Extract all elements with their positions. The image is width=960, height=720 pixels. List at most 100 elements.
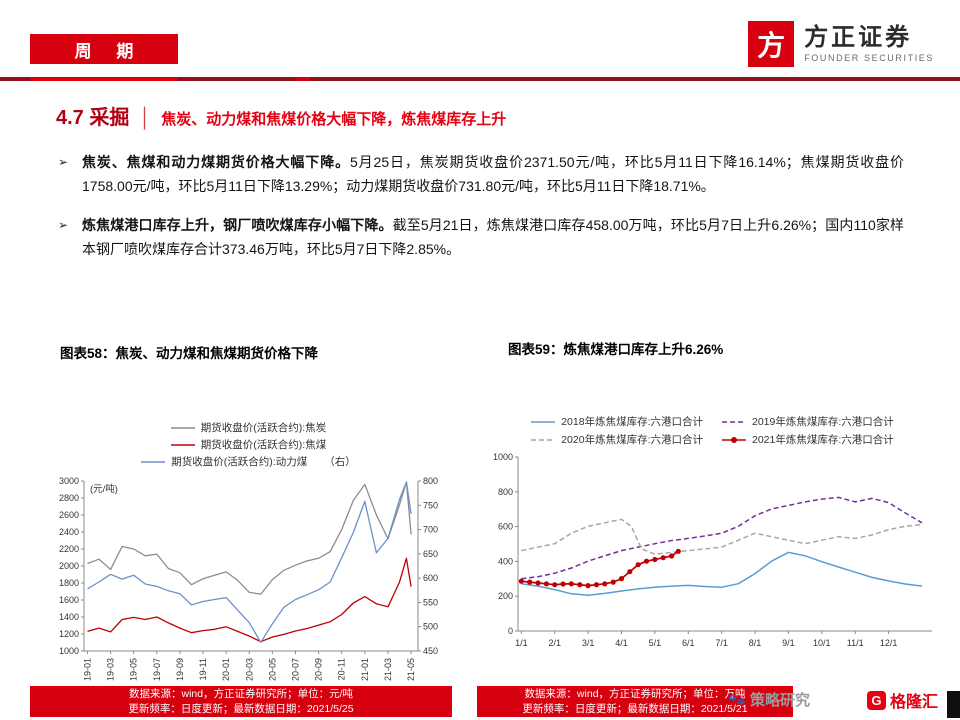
strategy-watermark: 🐾 策略研究 bbox=[726, 689, 810, 710]
legend-right-axis-note: （右） bbox=[324, 456, 356, 468]
svg-text:2/1: 2/1 bbox=[548, 638, 561, 648]
bullet-lead: 炼焦煤港口库存上升，钢厂喷吹煤库存小幅下降。 bbox=[82, 217, 393, 234]
data-source-footer-left: 数据来源：wind，方正证券研究所；单位：元/吨 更新频率：日度更新；最新数据日… bbox=[30, 686, 452, 717]
legend-item: 2020年炼焦煤库存:六港口合计 bbox=[530, 432, 703, 447]
legend-line-icon bbox=[531, 438, 556, 441]
gelonghui-logo-text: 格隆汇 bbox=[889, 694, 938, 711]
page-number-box bbox=[947, 691, 960, 718]
footer-update-line: 更新频率：日度更新；最新数据日期：2021/5/21 bbox=[522, 702, 748, 715]
svg-text:0: 0 bbox=[508, 626, 513, 636]
bullet-text: 5月25日，焦炭期货收盘价2371.50元/吨，环比5月11日下降16.14%；… bbox=[82, 154, 905, 195]
legend-item: 2021年炼焦煤库存:六港口合计 bbox=[721, 432, 894, 447]
svg-text:550: 550 bbox=[423, 597, 438, 607]
gelonghui-logo-icon: G bbox=[866, 690, 886, 710]
svg-text:12/1: 12/1 bbox=[880, 638, 898, 648]
svg-text:400: 400 bbox=[498, 556, 513, 566]
svg-text:19-01: 19-01 bbox=[82, 658, 92, 681]
chart-59-block: 图表59：炼焦煤港口库存上升6.26% 2018年炼焦煤库存:六港口合计 2019… bbox=[478, 338, 946, 657]
svg-text:2800: 2800 bbox=[59, 493, 79, 503]
svg-text:21-05: 21-05 bbox=[406, 658, 416, 681]
legend-item: 期货收盘价(活跃合约):焦煤 bbox=[170, 437, 326, 452]
chart-58-block: 图表58：焦炭、动力煤和焦煤期货价格下降 期货收盘价(活跃合约):焦炭 期货收盘价… bbox=[36, 342, 460, 707]
legend-label: 期货收盘价(活跃合约):动力煤 bbox=[171, 456, 308, 468]
svg-text:2600: 2600 bbox=[59, 510, 79, 520]
svg-text:450: 450 bbox=[423, 646, 438, 656]
legend-item: 2018年炼焦煤库存:六港口合计 bbox=[530, 414, 703, 429]
chart-58-caption: 图表58：焦炭、动力煤和焦煤期货价格下降 bbox=[60, 346, 319, 361]
section-band: 周 期 bbox=[30, 34, 178, 64]
header-divider bbox=[0, 77, 960, 81]
chart-59-caption: 图表59：炼焦煤港口库存上升6.26% bbox=[508, 342, 724, 357]
footer-source-line: 数据来源：wind，方正证券研究所；单位：万吨 bbox=[524, 687, 746, 700]
svg-text:20-09: 20-09 bbox=[314, 658, 324, 681]
svg-text:20-07: 20-07 bbox=[290, 658, 300, 681]
svg-text:21-01: 21-01 bbox=[360, 658, 370, 681]
chart-58-legend: 期货收盘价(活跃合约):焦炭 期货收盘价(活跃合约):焦煤期货收盘价(活跃合约):… bbox=[36, 420, 460, 469]
bullet-item: ➢ 焦炭、焦煤和动力煤期货价格大幅下降。5月25日，焦炭期货收盘价2371.50… bbox=[58, 150, 904, 198]
svg-text:20-05: 20-05 bbox=[267, 658, 277, 681]
logo-name-en: FOUNDER SECURITIES bbox=[804, 52, 934, 63]
svg-text:21-03: 21-03 bbox=[383, 658, 393, 681]
svg-text:1000: 1000 bbox=[59, 646, 79, 656]
legend-line-icon bbox=[170, 426, 195, 429]
section-number: 4.7 采掘 bbox=[56, 107, 130, 129]
chart-58-plot: 1000 1200 1400 1600 1800 2000 2200 2400 2600 2800… bbox=[59, 476, 438, 681]
svg-text:20-03: 20-03 bbox=[244, 658, 254, 681]
svg-text:1200: 1200 bbox=[59, 629, 79, 639]
svg-text:4/1: 4/1 bbox=[615, 638, 628, 648]
svg-text:800: 800 bbox=[423, 476, 438, 486]
data-source-footer-right: 数据来源：wind，方正证券研究所；单位：万吨 更新频率：日度更新；最新数据日期… bbox=[477, 686, 793, 717]
watermark-label: 策略研究 bbox=[749, 692, 810, 709]
legend-label: 2021年炼焦煤库存:六港口合计 bbox=[752, 434, 894, 446]
legend-item: 期货收盘价(活跃合约):动力煤 （右） bbox=[140, 454, 356, 469]
logo-text: 方正证券 FOUNDER SECURITIES bbox=[804, 23, 934, 64]
svg-text:(元/吨): (元/吨) bbox=[90, 483, 118, 495]
svg-text:10/1: 10/1 bbox=[813, 638, 831, 648]
legend-label: 期货收盘价(活跃合约):焦炭 bbox=[200, 422, 327, 434]
svg-text:19-05: 19-05 bbox=[129, 658, 139, 681]
title-separator: │ bbox=[139, 108, 152, 129]
svg-text:2400: 2400 bbox=[59, 527, 79, 537]
chart-59-legend: 2018年炼焦煤库存:六港口合计 2019年炼焦煤库存:六港口合计 2020年炼焦煤… bbox=[478, 414, 946, 447]
svg-text:1/1: 1/1 bbox=[515, 638, 528, 648]
bullet-lead: 焦炭、焦煤和动力煤期货价格大幅下降。 bbox=[82, 154, 350, 170]
arrow-bullet-icon: ➢ bbox=[58, 155, 69, 169]
summary-bullets: ➢ 焦炭、焦煤和动力煤期货价格大幅下降。5月25日，焦炭期货收盘价2371.50… bbox=[58, 150, 904, 276]
section-subtitle: 焦炭、动力煤和焦煤价格大幅下降，炼焦煤库存上升 bbox=[161, 111, 507, 128]
svg-text:19-03: 19-03 bbox=[106, 658, 116, 681]
svg-text:500: 500 bbox=[423, 622, 438, 632]
svg-text:750: 750 bbox=[423, 500, 438, 510]
svg-text:2000: 2000 bbox=[59, 561, 79, 571]
svg-text:600: 600 bbox=[423, 573, 438, 583]
svg-text:20-11: 20-11 bbox=[337, 658, 347, 680]
svg-text:11/1: 11/1 bbox=[847, 638, 864, 648]
gelonghui-logo: G 格隆汇 bbox=[866, 688, 938, 712]
svg-text:5/1: 5/1 bbox=[649, 638, 662, 648]
paw-print-icon: 🐾 bbox=[726, 689, 747, 709]
svg-text:19-07: 19-07 bbox=[152, 658, 162, 681]
svg-text:3000: 3000 bbox=[59, 476, 79, 486]
svg-text:20-01: 20-01 bbox=[221, 658, 231, 681]
legend-line-icon bbox=[722, 436, 746, 443]
svg-text:6/1: 6/1 bbox=[682, 638, 695, 648]
svg-text:200: 200 bbox=[498, 591, 513, 601]
svg-text:1000: 1000 bbox=[493, 452, 513, 462]
legend-label: 2018年炼焦煤库存:六港口合计 bbox=[561, 416, 703, 428]
legend-line-icon bbox=[722, 420, 746, 423]
legend-label: 2019年炼焦煤库存:六港口合计 bbox=[752, 416, 894, 428]
arrow-bullet-icon: ➢ bbox=[58, 218, 69, 233]
logo-name-cn: 方正证券 bbox=[804, 23, 913, 51]
legend-item: 期货收盘价(活跃合约):焦炭 bbox=[170, 420, 326, 435]
svg-text:9/1: 9/1 bbox=[782, 638, 795, 648]
legend-label: 期货收盘价(活跃合约):焦煤 bbox=[200, 439, 327, 451]
legend-label: 2020年炼焦煤库存:六港口合计 bbox=[561, 434, 703, 446]
svg-text:19-09: 19-09 bbox=[175, 658, 185, 681]
svg-text:3/1: 3/1 bbox=[582, 638, 595, 648]
legend-line-icon bbox=[141, 460, 166, 463]
page-title: 4.7 采掘 │ 焦炭、动力煤和焦煤价格大幅下降，炼焦煤库存上升 bbox=[56, 101, 506, 130]
legend-line-icon bbox=[170, 443, 195, 446]
svg-text:700: 700 bbox=[423, 525, 438, 535]
chart-59-plot: 0 200 400 600 800 1000 1/1 2/1 3/1 4/1 5/1 6/1 7/1 8/… bbox=[493, 452, 932, 648]
company-logo: 方 方正证券 FOUNDER SECURITIES bbox=[748, 21, 934, 67]
